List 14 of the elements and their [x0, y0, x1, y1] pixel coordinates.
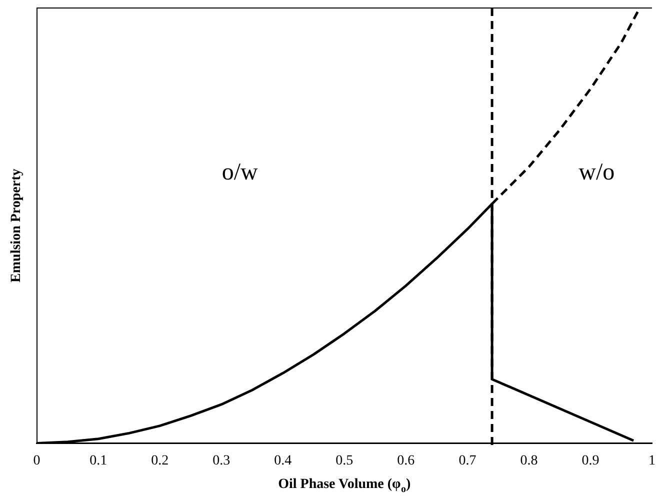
x-tick-label: 0.3 [212, 453, 230, 468]
x-tick-label: 0.6 [397, 453, 415, 468]
annotation: o/w [222, 160, 258, 186]
x-tick-label: 0.8 [520, 453, 538, 468]
x-tick-label: 1 [648, 453, 656, 468]
x-tick-label: 0.4 [274, 453, 292, 468]
x-tick-label: 0.9 [582, 453, 600, 468]
x-tick-label: 0.5 [336, 453, 354, 468]
x-tick-label: 0.7 [458, 453, 476, 468]
x-tick-label: 0.2 [151, 453, 169, 468]
x-tick-label: 0 [33, 453, 40, 468]
y-axis-title: Emulsion Property [9, 168, 24, 282]
annotation: w/o [578, 160, 615, 186]
x-tick-label: 0.1 [90, 453, 108, 468]
